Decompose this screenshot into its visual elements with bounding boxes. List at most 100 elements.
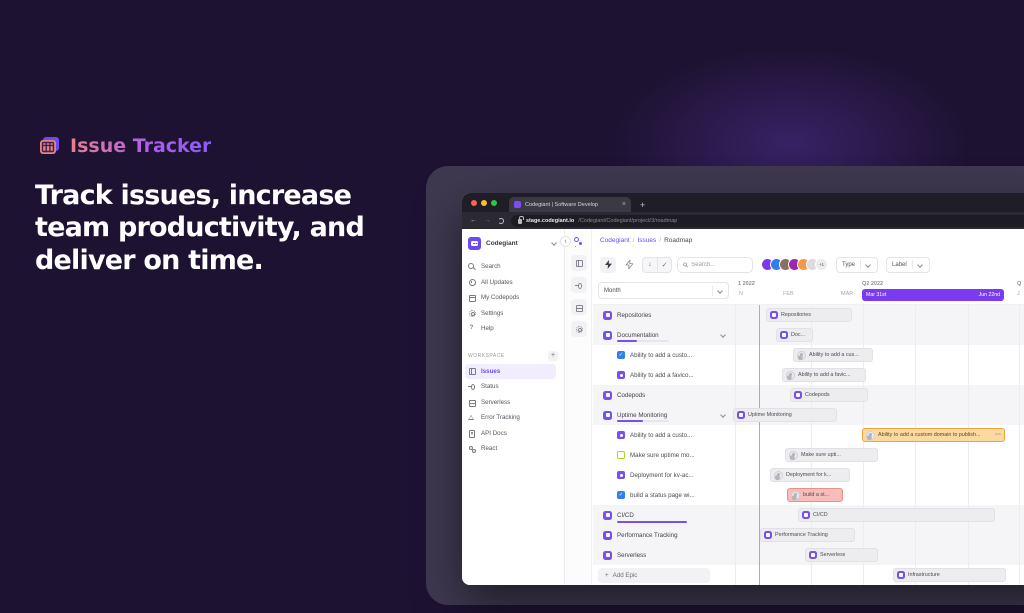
epic-icon	[603, 330, 612, 340]
avatar-overflow-badge[interactable]: +1	[815, 258, 828, 271]
timeline-range-pill[interactable]: Mar 31st Jun 22nd	[862, 289, 1004, 301]
sidebar-item-label: Serverless	[481, 398, 511, 406]
bar-label: Doc...	[791, 332, 806, 338]
gantt-bar[interactable]: Infrastructure	[893, 568, 1006, 582]
sidebar-item-status[interactable]: Status	[465, 379, 556, 395]
add-epic-button[interactable]: + Add Epic	[598, 568, 710, 583]
issue-row[interactable]: ✓ Ability to add a custo...	[593, 345, 735, 365]
assignee-avatars[interactable]: +1	[761, 258, 828, 271]
add-workspace-item-button[interactable]: +	[548, 350, 558, 361]
sidebar-item-error-tracking[interactable]: Error Tracking	[465, 410, 556, 426]
breadcrumb-issues[interactable]: Issues	[637, 236, 657, 244]
back-icon[interactable]: ←	[470, 217, 477, 224]
row-label: Ability to add a favico...	[630, 371, 694, 379]
epic-row[interactable]: CI/CD	[593, 505, 735, 525]
settings-view-button[interactable]	[570, 321, 587, 337]
epic-row[interactable]: Serverless	[593, 545, 735, 565]
board-view-button[interactable]	[570, 255, 587, 271]
search-icon	[468, 263, 475, 270]
issue-row[interactable]: Ability to add a favico...	[593, 365, 735, 385]
issue-row[interactable]: Make sure uptime mo...	[593, 445, 735, 465]
roadmap-view-icon[interactable]	[572, 235, 586, 249]
bar-label: Infrastructure	[908, 572, 940, 578]
chevron-down-icon[interactable]	[720, 412, 726, 418]
gantt-bar[interactable]: Repositories	[766, 308, 852, 322]
gear-icon	[468, 310, 476, 318]
row-label: build a status page wi...	[630, 491, 695, 499]
issue-icon	[617, 471, 625, 479]
forward-icon[interactable]: →	[484, 217, 491, 224]
gantt-bar[interactable]: Ability to add a cus...	[793, 348, 873, 362]
sidebar-item-serverless[interactable]: Serverless	[465, 395, 556, 411]
sidebar-item-label: My Codepods	[481, 294, 520, 302]
epic-icon	[603, 390, 612, 400]
refresh-icon[interactable]	[498, 217, 504, 224]
search-input[interactable]	[691, 261, 747, 268]
resize-handle-icon[interactable]: ⋯	[995, 432, 1001, 438]
today-marker-line	[759, 305, 760, 585]
gantt-bar[interactable]: Uptime Monitoring	[733, 408, 837, 422]
epic-row[interactable]: Performance Tracking	[593, 525, 735, 545]
row-label: Repositories	[617, 311, 652, 319]
epic-progress	[617, 521, 687, 523]
epic-row[interactable]: Uptime Monitoring	[593, 405, 735, 425]
epic-row[interactable]: Repositories	[593, 305, 735, 325]
search-icon	[683, 262, 689, 268]
address-bar[interactable]: stage.codegiant.io /Codegiant/Codegiant/…	[511, 214, 1024, 227]
workspace-switcher[interactable]: Codegiant	[468, 234, 564, 252]
tab-close-icon[interactable]: ×	[621, 201, 626, 208]
sidebar-item-react[interactable]: React	[465, 441, 556, 457]
collapse-sidebar-button[interactable]: ‹	[560, 236, 571, 247]
epic-row[interactable]: Codepods	[593, 385, 735, 405]
sidebar-item-all-updates[interactable]: All Updates	[468, 275, 564, 291]
sidebar-item-search[interactable]: Search	[468, 259, 564, 275]
pulse-icon	[468, 383, 475, 391]
tab-favicon	[514, 201, 521, 208]
browser-urlbar: ← → stage.codegiant.io /Codegiant/Codegi…	[462, 212, 1024, 229]
gantt-bar-highlighted[interactable]: Ability to add a custom domain to publis…	[862, 428, 1005, 442]
chart-icon	[575, 304, 583, 312]
chart-view-button[interactable]	[570, 299, 587, 315]
gantt-bar[interactable]: Make sure upti...	[785, 448, 878, 462]
sidebar-item-issues[interactable]: Issues	[465, 363, 556, 379]
epic-row[interactable]: Documentation	[593, 325, 735, 345]
type-filter-dropdown[interactable]: Type	[836, 256, 879, 273]
sidebar-item-label: Issues	[481, 367, 501, 375]
zoom-window-button[interactable]	[491, 199, 497, 206]
timeline-scale-dropdown[interactable]: Month	[598, 282, 729, 299]
gantt-bar-overdue[interactable]: build a st...	[787, 488, 843, 502]
pin-view-button[interactable]	[570, 277, 587, 293]
divider	[860, 260, 862, 269]
label-filter-dropdown[interactable]: Label	[886, 256, 930, 273]
flash-off-button[interactable]	[621, 257, 637, 273]
row-label: Documentation	[617, 331, 659, 339]
done-filter-button[interactable]: ✓	[657, 257, 671, 272]
issue-row[interactable]: Ability to add a custo...	[593, 425, 735, 445]
new-tab-button[interactable]: +	[640, 200, 646, 210]
sidebar-item-help[interactable]: ? Help	[468, 321, 564, 337]
issue-row[interactable]: ✓ build a status page wi...	[593, 485, 735, 505]
sidebar-item-settings[interactable]: Settings	[468, 306, 564, 322]
gantt-bar[interactable]: Serverless	[805, 548, 878, 562]
sidebar-item-api-docs[interactable]: API Docs	[465, 426, 556, 442]
close-window-button[interactable]	[471, 199, 477, 206]
gantt-bar[interactable]: Codepods	[790, 388, 868, 402]
bar-label: build a st...	[803, 492, 830, 498]
gantt-bar[interactable]: Performance Tracking	[760, 528, 855, 542]
issue-row[interactable]: Deployment for kv-ac...	[593, 465, 735, 485]
flash-on-button[interactable]	[600, 256, 616, 273]
search-field[interactable]	[677, 256, 753, 273]
minimize-window-button[interactable]	[481, 199, 487, 206]
breadcrumb-project[interactable]: Codegiant	[600, 236, 630, 244]
breadcrumb: Codegiant / Issues / Roadmap	[593, 229, 1024, 251]
gantt-bar[interactable]: Ability to add a favic...	[782, 368, 866, 382]
assignee-avatar	[786, 370, 795, 380]
gantt-bar[interactable]: Doc...	[776, 328, 813, 342]
sort-down-button[interactable]: ↓	[648, 261, 652, 268]
sidebar-item-my-codepods[interactable]: My Codepods	[468, 290, 564, 306]
browser-tab[interactable]: Codegiant | Software Develop ×	[509, 197, 631, 212]
chevron-down-icon[interactable]	[720, 332, 726, 338]
epic-icon	[809, 551, 817, 559]
gantt-bar[interactable]: Deployment for k...	[770, 468, 850, 482]
gantt-bar[interactable]: CI/CD	[798, 508, 995, 522]
